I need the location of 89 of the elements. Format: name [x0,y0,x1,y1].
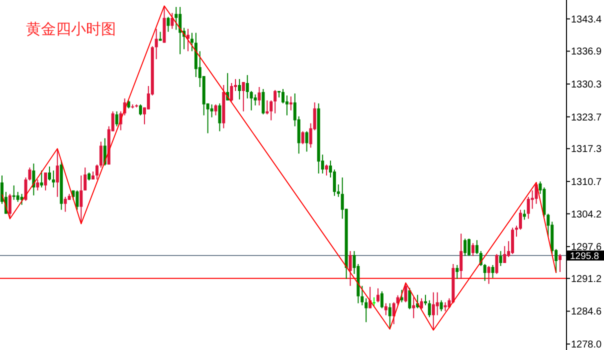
candlestick [190,32,194,52]
candlestick [348,250,352,286]
candlestick [95,164,98,180]
candlestick [28,167,32,181]
y-tick-label: 1330.3 [571,80,602,91]
candlestick [464,238,467,257]
candlestick [364,298,368,323]
candlestick [40,170,44,188]
candlestick [238,78,241,100]
candlestick [468,238,471,257]
candlestick [48,166,51,181]
candlestick [99,141,102,168]
candlestick [242,82,245,112]
candlestick [210,104,214,118]
candlestick [475,240,478,255]
candlestick [526,196,530,220]
candlestick [254,94,257,106]
candlestick [52,170,55,188]
candlestick [174,6,178,30]
candlestick [282,88,284,104]
candlestick [178,6,182,55]
candlestick [166,16,170,32]
candlestick [503,246,506,264]
candlestick [491,264,494,278]
candlestick [440,300,443,312]
candlestick [139,104,142,116]
candlestick [36,178,40,191]
y-tick-label: 1343.4 [571,14,602,26]
y-tick-label: 1310.7 [571,176,602,188]
candlestick [456,264,459,280]
candlestick [246,74,249,99]
candlestick [404,282,408,303]
candlestick [408,287,412,310]
candlestick [360,285,364,306]
y-tick-label: 1291.2 [571,274,602,285]
y-tick-label: 1336.9 [571,46,602,58]
candlestick [460,233,463,280]
candlestick [305,130,308,152]
candlestick [16,191,20,202]
candlestick [274,89,277,114]
candlestick [495,254,498,274]
candlestick [250,90,253,111]
candlestick [376,288,380,303]
candlestick [483,263,486,282]
candlestick [471,242,474,257]
candlestick [8,193,12,220]
y-tick-label: 1323.7 [571,112,602,124]
candlestick [64,196,67,212]
candlestick [76,190,79,210]
candlestick [230,82,234,102]
y-tick-label: 1317.3 [571,144,602,156]
candlestick [12,184,16,200]
candlestick [170,12,174,30]
candlestick [522,209,526,220]
candlestick [428,300,431,318]
candlestick [424,294,427,306]
y-tick-label: 1278.0 [571,340,602,350]
candlestick [436,292,439,316]
candlestick [558,254,562,272]
candlestick [115,110,118,127]
y-tick-label: 1297.6 [571,242,602,254]
candlestick [214,104,218,116]
candlestick [285,94,288,116]
candlestick [325,164,328,176]
candlestick [218,102,222,132]
text: 黄金四小时图 [26,21,116,38]
candlestick [44,172,48,191]
candlestick [511,227,514,255]
candlestick [499,250,502,266]
ref-line-label: 1295.8 [570,251,600,262]
candlestick [301,130,304,145]
candlestick [270,100,273,121]
candlestick [487,265,490,284]
candlestick [154,28,158,60]
y-tick-label: 1284.6 [571,306,602,318]
candlestick [388,302,392,330]
candlestick [380,290,384,309]
candlestick [432,292,435,331]
candlestick [80,174,83,224]
candlestick [266,100,269,115]
y-tick-label: 1304.2 [571,209,602,220]
candlestick [262,88,265,115]
candlestick [258,86,261,106]
candlestick [84,167,87,191]
candlestick [289,96,292,111]
candlestick [32,163,36,196]
candlestick [518,209,522,230]
candlestick [332,169,336,196]
candlestick [56,148,59,198]
